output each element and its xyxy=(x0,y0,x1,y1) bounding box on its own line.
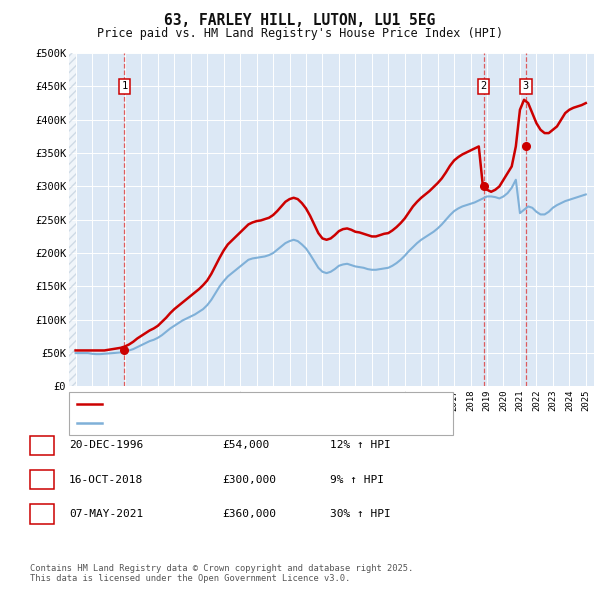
Text: Contains HM Land Registry data © Crown copyright and database right 2025.
This d: Contains HM Land Registry data © Crown c… xyxy=(30,563,413,583)
Text: 1: 1 xyxy=(38,441,46,450)
Text: £54,000: £54,000 xyxy=(222,441,269,450)
Text: 30% ↑ HPI: 30% ↑ HPI xyxy=(330,509,391,519)
Text: 3: 3 xyxy=(523,81,529,91)
Text: 2: 2 xyxy=(481,81,487,91)
Text: 9% ↑ HPI: 9% ↑ HPI xyxy=(330,475,384,484)
Text: 20-DEC-1996: 20-DEC-1996 xyxy=(69,441,143,450)
Text: 3: 3 xyxy=(38,509,46,519)
Text: £360,000: £360,000 xyxy=(222,509,276,519)
Text: Price paid vs. HM Land Registry's House Price Index (HPI): Price paid vs. HM Land Registry's House … xyxy=(97,27,503,40)
Bar xyxy=(69,53,76,386)
Text: 1: 1 xyxy=(121,81,128,91)
Text: 63, FARLEY HILL, LUTON, LU1 5EG: 63, FARLEY HILL, LUTON, LU1 5EG xyxy=(164,13,436,28)
Text: £300,000: £300,000 xyxy=(222,475,276,484)
Text: 2: 2 xyxy=(38,475,46,484)
Text: HPI: Average price, semi-detached house, Luton: HPI: Average price, semi-detached house,… xyxy=(107,418,383,428)
Text: 63, FARLEY HILL, LUTON, LU1 5EG (semi-detached house): 63, FARLEY HILL, LUTON, LU1 5EG (semi-de… xyxy=(107,399,425,409)
Text: 16-OCT-2018: 16-OCT-2018 xyxy=(69,475,143,484)
Text: 07-MAY-2021: 07-MAY-2021 xyxy=(69,509,143,519)
Text: 12% ↑ HPI: 12% ↑ HPI xyxy=(330,441,391,450)
